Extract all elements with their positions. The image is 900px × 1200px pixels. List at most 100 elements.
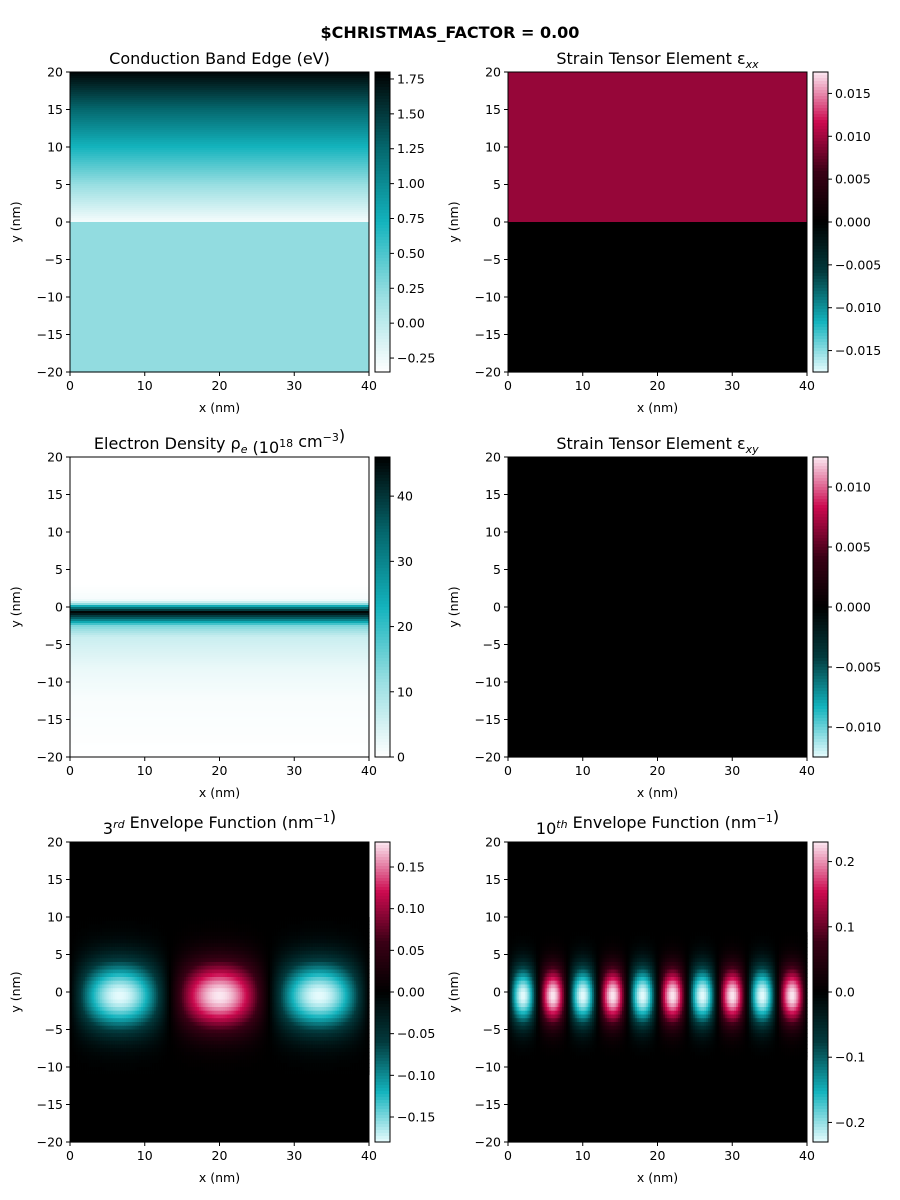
heatmap-cell — [268, 947, 271, 952]
heatmap-cell — [99, 950, 103, 956]
heatmap-cell — [174, 973, 178, 978]
heatmap-cell — [309, 958, 312, 963]
heatmap-cell — [335, 917, 338, 922]
heatmap-cell — [81, 928, 84, 933]
colorbar-segment — [813, 589, 828, 593]
heatmap-cell — [361, 984, 364, 989]
heatmap-cell — [238, 947, 241, 952]
heatmap-cell — [288, 999, 292, 1004]
heatmap-cell — [170, 962, 174, 967]
heatmap-cell — [70, 992, 73, 997]
heatmap-row — [508, 308, 807, 311]
heatmap-cell — [258, 958, 262, 963]
heatmap-cell — [157, 988, 161, 993]
heatmap-cell — [240, 932, 243, 937]
heatmap-cell — [240, 917, 243, 922]
heatmap-row — [70, 883, 369, 888]
heatmap-cell — [342, 995, 346, 1001]
heatmap-cell — [290, 999, 293, 1004]
heatmap-cell — [131, 969, 135, 974]
heatmap-cell — [331, 992, 335, 997]
heatmap-row — [70, 729, 369, 732]
heatmap-row — [508, 537, 807, 540]
heatmap-row — [508, 571, 807, 574]
heatmap-row — [508, 645, 807, 648]
heatmap-row — [70, 842, 369, 847]
heatmap-row — [508, 475, 807, 478]
heatmap-cell — [226, 947, 230, 952]
heatmap-cell — [204, 939, 208, 944]
heatmap-cell — [109, 973, 112, 978]
heatmap-cell — [264, 977, 267, 982]
heatmap-cell — [83, 939, 86, 944]
heatmap-cell — [260, 992, 264, 997]
heatmap-cell — [111, 943, 114, 948]
heatmap-cell — [83, 969, 86, 974]
colorbar-segment — [375, 691, 390, 695]
heatmap-cell — [262, 924, 265, 929]
heatmap-cell — [316, 924, 320, 929]
colorbar-segment — [375, 715, 390, 719]
heatmap-cell — [139, 962, 142, 967]
heatmap-cell — [339, 943, 342, 948]
heatmap-cell — [161, 924, 165, 929]
heatmap-cell — [88, 947, 92, 952]
heatmap-cell — [133, 995, 137, 1001]
heatmap-cell — [228, 988, 232, 993]
heatmap-row — [508, 224, 807, 227]
colorbar-segment — [813, 165, 828, 169]
heatmap-cell — [307, 950, 310, 956]
heatmap-cell — [288, 962, 292, 967]
heatmap-cell — [197, 995, 200, 1001]
heatmap-cell — [294, 954, 297, 959]
heatmap-row — [70, 659, 369, 662]
heatmap-cell — [346, 980, 350, 986]
y-tick-label: 10 — [47, 140, 63, 155]
heatmap-cell — [185, 965, 189, 971]
heatmap-cell — [176, 954, 179, 959]
heatmap-cell — [247, 939, 250, 944]
heatmap-row — [70, 563, 369, 566]
heatmap-cell — [314, 932, 318, 937]
heatmap-row — [70, 723, 369, 726]
heatmap-cell — [348, 939, 351, 944]
heatmap-cell — [241, 954, 245, 959]
heatmap-cell — [146, 920, 150, 926]
heatmap-row — [508, 591, 807, 594]
heatmap-cell — [251, 950, 254, 956]
heatmap-cell — [98, 939, 101, 944]
heatmap-cell — [307, 932, 310, 937]
heatmap-cell — [73, 939, 77, 944]
heatmap-cell — [167, 995, 170, 1001]
colorbar-segment — [813, 556, 828, 560]
heatmap-cell — [266, 969, 269, 974]
colorbar-segment — [813, 727, 828, 731]
heatmap-cell — [90, 988, 94, 993]
heatmap-cells — [70, 457, 369, 758]
heatmap-cell — [144, 939, 148, 944]
heatmap-cell — [327, 920, 331, 926]
heatmap-cell — [70, 977, 73, 982]
heatmap-cell — [124, 943, 127, 948]
heatmap-cell — [169, 917, 172, 922]
heatmap-cell — [238, 988, 241, 993]
heatmap-cell — [155, 988, 159, 993]
heatmap-cell — [84, 928, 88, 933]
heatmap-cell — [312, 947, 316, 952]
colorbar-segment — [375, 108, 390, 112]
heatmap-cell — [255, 977, 258, 982]
heatmap-cell — [135, 969, 138, 974]
heatmap-cell — [109, 1003, 112, 1008]
heatmap-cell — [169, 984, 172, 989]
heatmap-cell — [316, 928, 320, 933]
heatmap-cell — [266, 984, 269, 989]
heatmap-cell — [170, 969, 174, 974]
heatmap-row — [70, 679, 369, 682]
heatmap-cell — [155, 969, 159, 974]
heatmap-cell — [124, 935, 127, 941]
heatmap-cell — [131, 928, 135, 933]
heatmap-cell — [137, 932, 140, 937]
colorbar-segment — [375, 345, 390, 349]
heatmap-cell — [314, 962, 318, 967]
heatmap-cell — [217, 932, 221, 937]
